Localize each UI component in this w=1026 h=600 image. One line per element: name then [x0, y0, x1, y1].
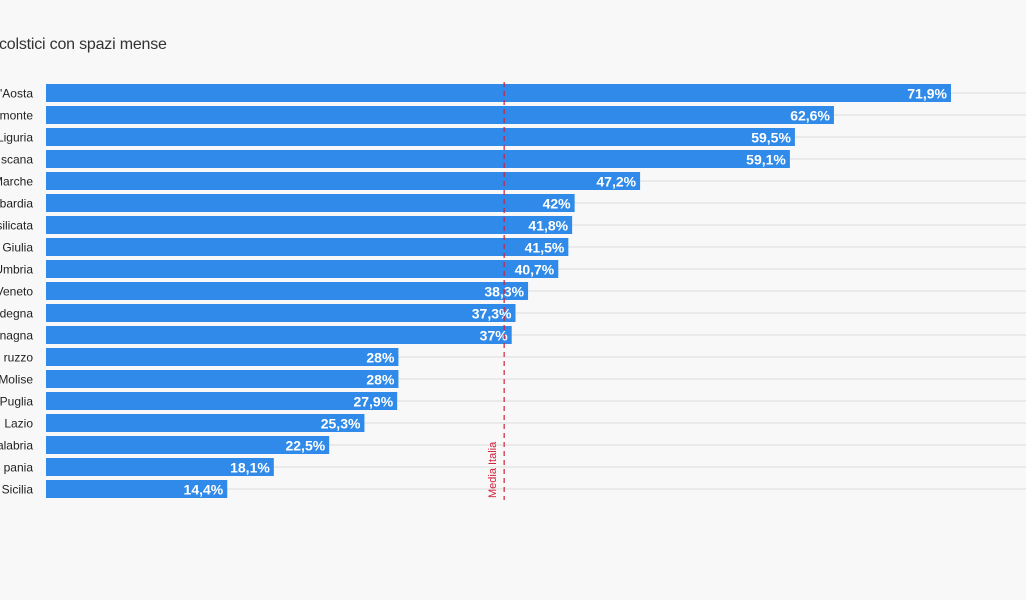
data-label: 40,7%: [515, 262, 555, 278]
category-label: Lazio: [4, 417, 33, 431]
chart-title: colstici con spazi mense: [0, 36, 167, 53]
category-label: Molise: [0, 373, 33, 387]
bar: [46, 194, 575, 212]
data-label: 59,1%: [746, 152, 786, 168]
data-label: 59,5%: [751, 130, 791, 146]
category-label: ruzzo: [4, 351, 34, 365]
category-label: scana: [1, 153, 33, 167]
bar: [46, 106, 834, 124]
category-label: Puglia: [0, 395, 33, 409]
bar: [46, 370, 399, 388]
bar: [46, 348, 399, 366]
bar: [46, 392, 398, 410]
category-label: silicata: [0, 219, 33, 233]
category-label: Marche: [0, 175, 33, 189]
data-label: 27,9%: [353, 394, 393, 410]
data-label: 37%: [480, 328, 509, 344]
data-label: 41,5%: [525, 240, 565, 256]
category-label: degna: [0, 307, 33, 321]
bar: [46, 414, 365, 432]
data-label: 14,4%: [184, 482, 224, 498]
category-label: Liguria: [0, 131, 33, 145]
category-label: 'Aosta: [0, 87, 33, 101]
category-label: Giulia: [2, 241, 33, 255]
bar: [46, 260, 559, 278]
bar: [46, 326, 512, 344]
bar: [46, 458, 274, 476]
category-label: alabria: [0, 439, 33, 453]
bar: [46, 480, 228, 498]
bar: [46, 282, 529, 300]
bar: [46, 216, 573, 234]
data-label: 37,3%: [472, 306, 512, 322]
bar: [46, 304, 516, 322]
data-label: 62,6%: [790, 108, 830, 124]
bar: [46, 436, 330, 454]
bar: [46, 172, 641, 190]
category-label: bardia: [0, 197, 33, 211]
category-label: nagna: [0, 329, 33, 343]
bar: [46, 84, 951, 102]
data-label: 28%: [366, 372, 395, 388]
bar: [46, 150, 790, 168]
category-label: Umbria: [0, 263, 33, 277]
category-label: Sicilia: [2, 483, 34, 497]
category-label: pania: [4, 461, 34, 475]
data-label: 28%: [366, 350, 395, 366]
data-label: 41,8%: [528, 218, 568, 234]
data-label: 22,5%: [285, 438, 325, 454]
category-label: Veneto: [0, 285, 33, 299]
bar: [46, 238, 569, 256]
bar: [46, 128, 795, 146]
data-label: 25,3%: [321, 416, 361, 432]
category-label: monte: [0, 109, 33, 123]
data-label: 47,2%: [596, 174, 636, 190]
data-label: 18,1%: [230, 460, 270, 476]
data-label: 42%: [543, 196, 572, 212]
data-label: 71,9%: [907, 86, 947, 102]
reference-line-label: Media Italia: [487, 441, 499, 498]
